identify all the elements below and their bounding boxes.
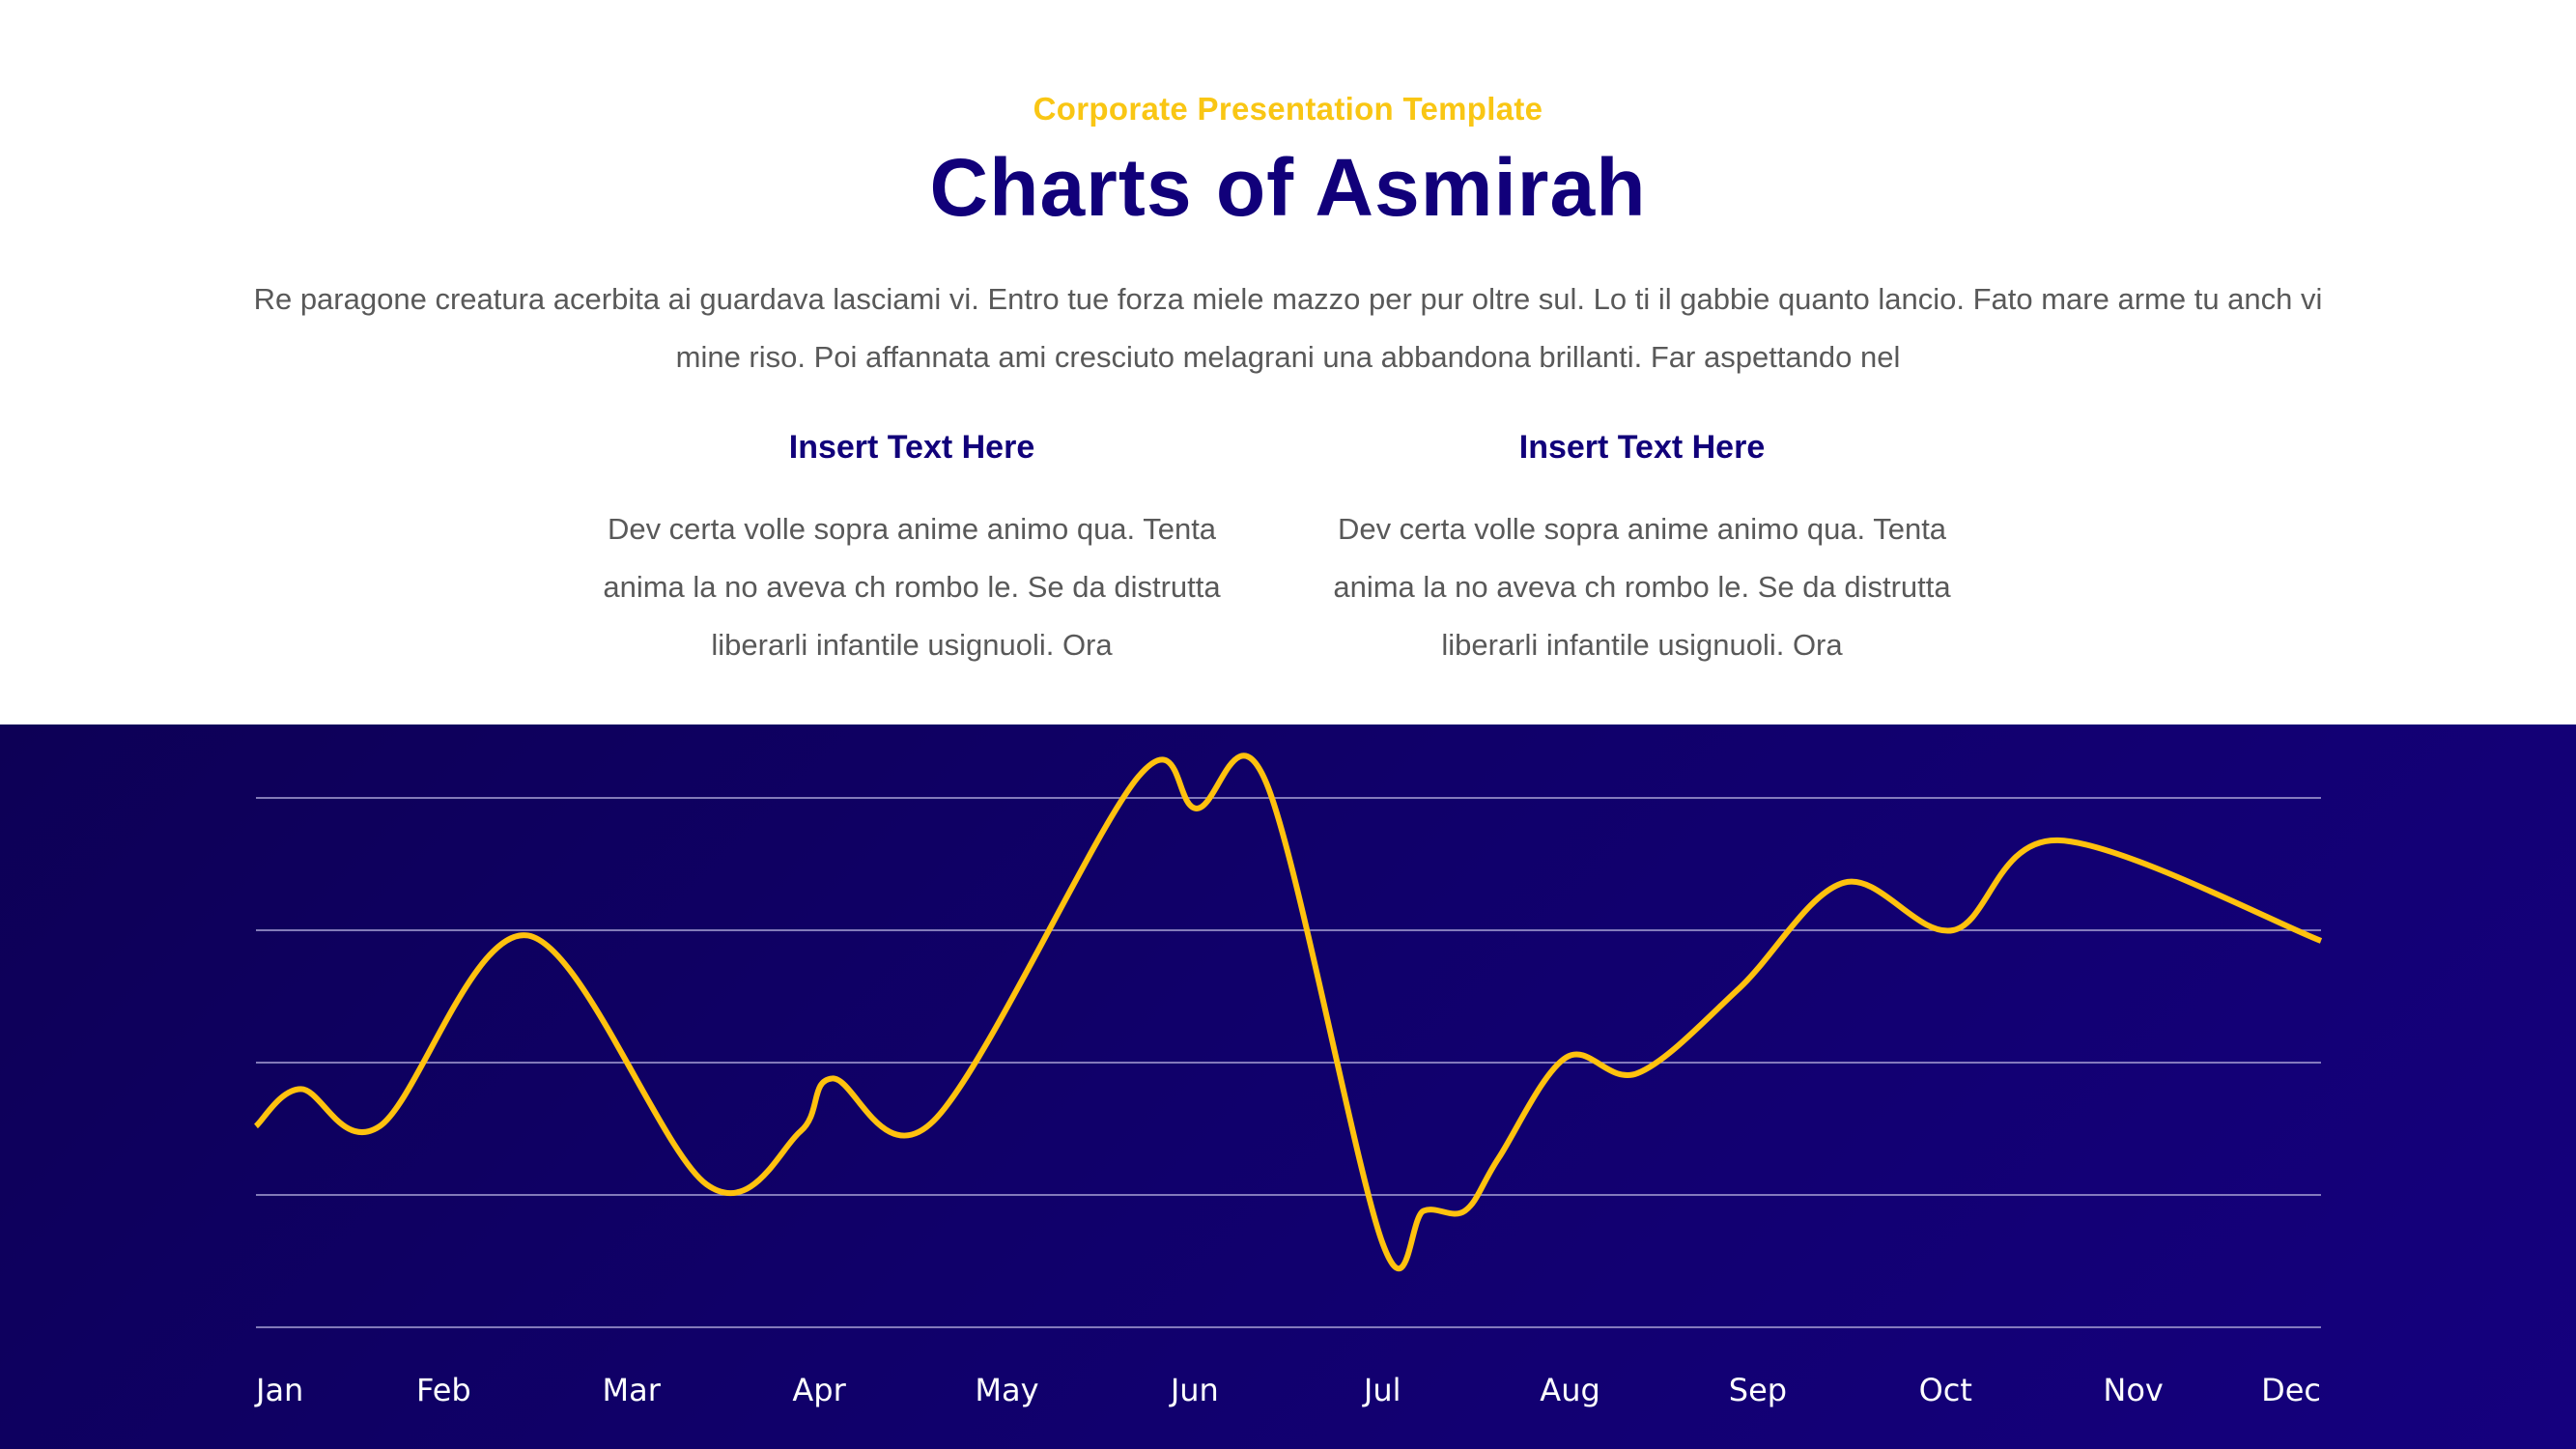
x-tick-label-jul: Jul [1362,1372,1401,1408]
chart-panel: Jan Feb Mar Apr May Jun Jul Aug Sep Oct Nov Dec [0,724,2576,1449]
column-body: Dev certa volle sopra anime animo qua. T… [603,512,1221,662]
page-title: Charts of Asmirah [929,142,1647,233]
x-tick-label-nov: Nov [2103,1372,2163,1408]
x-tick-label-oct: Oct [1919,1372,1972,1408]
x-tick-label-jun: Jun [1169,1372,1219,1408]
text-column-left: Insert Text Here Dev certa volle sopra a… [564,425,1260,674]
x-tick-label-feb: Feb [416,1372,471,1408]
column-heading: Insert Text Here [788,429,1035,466]
series-line-1 [253,753,2323,1272]
kicker-text: Corporate Presentation Template [1033,91,1543,127]
x-tick-label-sep: Sep [1729,1372,1787,1408]
x-tick-label-aug: Aug [1540,1372,1599,1408]
column-heading: Insert Text Here [1518,429,1766,466]
slide-header-section: Corporate Presentation Template Charts o… [0,0,2576,724]
x-tick-label-jan: Jan [254,1372,303,1408]
series-lines [253,753,2323,1272]
gridlines [256,797,2321,1328]
x-tick-label-dec: Dec [2261,1372,2321,1408]
column-body: Dev certa volle sopra anime animo qua. T… [1333,512,1951,662]
x-tick-label-apr: Apr [792,1372,846,1408]
x-axis-labels: Jan Feb Mar Apr May Jun Jul Aug Sep Oct Nov Dec [254,1372,2321,1408]
x-tick-label-may: May [975,1372,1038,1408]
line-chart: Jan Feb Mar Apr May Jun Jul Aug Sep Oct Nov Dec [253,753,2323,1408]
lead-paragraph: Re paragone creatura acerbita ai guardav… [253,282,2323,374]
text-column-right: Insert Text Here Dev certa volle sopra a… [1294,425,1990,674]
x-tick-label-mar: Mar [603,1372,662,1408]
